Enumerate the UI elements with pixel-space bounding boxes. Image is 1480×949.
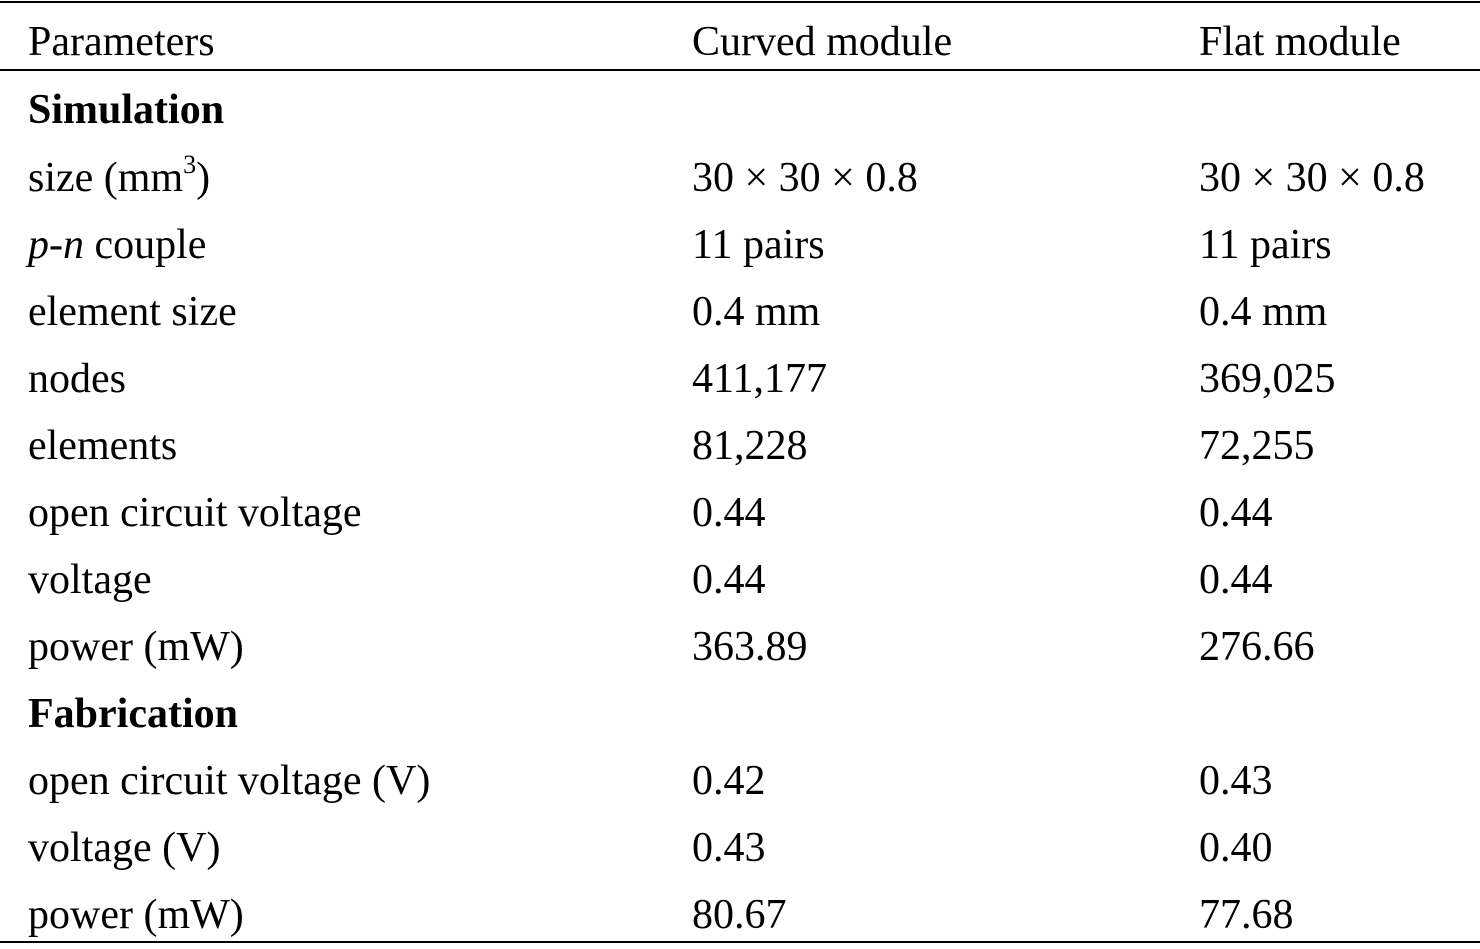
flat-value: 276.66 xyxy=(1199,624,1315,670)
curved-value: 411,177 xyxy=(692,356,827,402)
curved-value: 363.89 xyxy=(692,624,808,670)
section-title-fabrication: Fabrication xyxy=(28,691,238,737)
curved-value: 0.44 xyxy=(692,490,766,536)
table-row: voltage 0.44 0.44 xyxy=(0,547,1480,614)
table-header-rule xyxy=(0,69,1480,71)
table-row: open circuit voltage 0.44 0.44 xyxy=(0,480,1480,547)
flat-value: 0.44 xyxy=(1199,490,1273,536)
row-label: elements xyxy=(28,423,178,469)
section-row-simulation: Simulation xyxy=(0,77,1480,144)
row-label: open circuit voltage xyxy=(28,490,362,536)
curved-value: 81,228 xyxy=(692,423,808,469)
row-label: power (mW) xyxy=(28,892,244,938)
table-top-rule xyxy=(0,1,1480,3)
table-row: nodes 411,177 369,025 xyxy=(0,346,1480,413)
row-label: voltage xyxy=(28,557,152,603)
curved-value: 11 pairs xyxy=(692,222,825,268)
row-label: power (mW) xyxy=(28,624,244,670)
table-bottom-rule xyxy=(0,941,1480,943)
curved-value: 80.67 xyxy=(692,892,787,938)
table-row: elements 81,228 72,255 xyxy=(0,413,1480,480)
table-row: open circuit voltage (V) 0.42 0.43 xyxy=(0,748,1480,815)
curved-value: 0.42 xyxy=(692,758,766,804)
table-row: voltage (V) 0.43 0.40 xyxy=(0,815,1480,882)
flat-value: 11 pairs xyxy=(1199,222,1332,268)
curved-value: 0.4 mm xyxy=(692,289,821,335)
flat-value: 0.44 xyxy=(1199,557,1273,603)
row-label-pn-couple: p-n couple xyxy=(28,222,207,268)
table-row: power (mW) 80.67 77.68 xyxy=(0,882,1480,949)
header-curved-module: Curved module xyxy=(692,19,953,65)
row-label: element size xyxy=(28,289,237,335)
flat-value: 0.40 xyxy=(1199,825,1273,871)
row-label: open circuit voltage (V) xyxy=(28,758,431,804)
row-label: voltage (V) xyxy=(28,825,221,871)
flat-value: 77.68 xyxy=(1199,892,1294,938)
curved-value: 0.43 xyxy=(692,825,766,871)
curved-value: 30 × 30 × 0.8 xyxy=(692,155,918,201)
row-label-size: size (mm3) xyxy=(28,150,211,202)
header-flat-module: Flat module xyxy=(1199,19,1401,65)
header-parameters: Parameters xyxy=(28,19,215,65)
curved-value: 0.44 xyxy=(692,557,766,603)
table-row: element size 0.4 mm 0.4 mm xyxy=(0,279,1480,346)
table-row: size (mm3) 30 × 30 × 0.8 30 × 30 × 0.8 xyxy=(0,145,1480,212)
table-row: p-n couple 11 pairs 11 pairs xyxy=(0,212,1480,279)
flat-value: 369,025 xyxy=(1199,356,1336,402)
table-header-row: Parameters Curved module Flat module xyxy=(0,9,1480,76)
section-row-fabrication: Fabrication xyxy=(0,681,1480,748)
flat-value: 0.4 mm xyxy=(1199,289,1328,335)
table-row: power (mW) 363.89 276.66 xyxy=(0,614,1480,681)
flat-value: 0.43 xyxy=(1199,758,1273,804)
section-title-simulation: Simulation xyxy=(28,87,225,133)
flat-value: 30 × 30 × 0.8 xyxy=(1199,155,1425,201)
flat-value: 72,255 xyxy=(1199,423,1315,469)
row-label: nodes xyxy=(28,356,126,402)
